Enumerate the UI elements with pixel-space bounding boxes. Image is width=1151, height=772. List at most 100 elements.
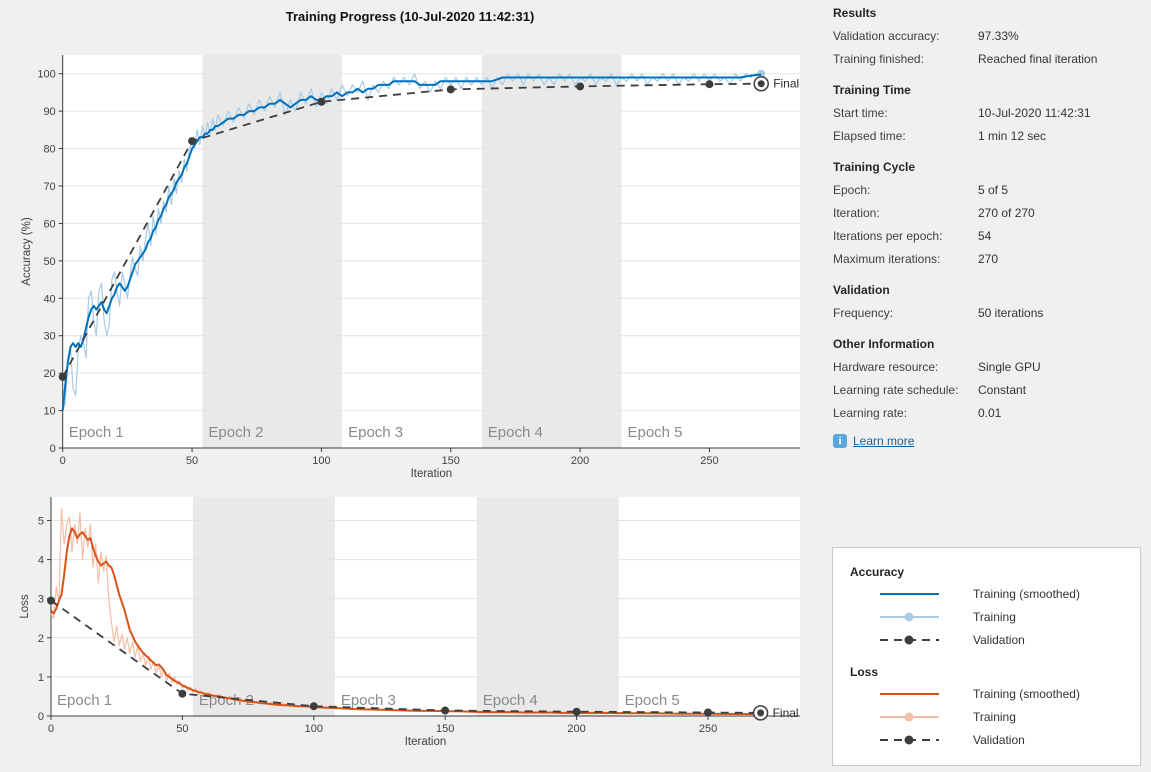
- y-tick-label: 0: [38, 711, 44, 723]
- info-label: Validation accuracy:: [833, 29, 940, 43]
- final-label: Final: [773, 77, 799, 91]
- x-axis-title: Iteration: [405, 736, 447, 748]
- epoch-label: Epoch 3: [348, 424, 403, 441]
- validation-marker: [572, 707, 581, 716]
- y-tick-label: 0: [50, 443, 56, 455]
- panel-section: Training Time Start time: 10-Jul-2020 11:4…: [833, 79, 1151, 148]
- info-label: Learning rate schedule:: [833, 383, 959, 397]
- epoch-label: Epoch 1: [57, 692, 112, 709]
- info-row: Learning rate schedule: Constant: [833, 379, 1151, 402]
- validation-marker: [47, 596, 55, 605]
- info-value: 270: [978, 252, 999, 266]
- info-row: Maximum iterations: 270: [833, 248, 1151, 271]
- info-row: Training finished: Reached final iteratio…: [833, 48, 1151, 71]
- y-axis-title: Loss: [19, 594, 31, 619]
- learn-more-link[interactable]: i Learn more: [833, 434, 1151, 448]
- info-row: Iteration: 270 of 270: [833, 202, 1151, 225]
- info-value: Constant: [978, 383, 1027, 397]
- epoch-label: Epoch 1: [69, 424, 124, 441]
- info-value: 5 of 5: [978, 183, 1009, 197]
- info-value: 97.33%: [978, 29, 1019, 43]
- final-marker-inner: [757, 709, 765, 717]
- epoch-band: [202, 55, 343, 448]
- info-value: 0.01: [978, 406, 1002, 420]
- panel-section: Validation Frequency: 50 iterations: [833, 279, 1151, 325]
- info-value: 50 iterations: [978, 306, 1044, 320]
- y-tick-label: 3: [38, 594, 44, 606]
- section-heading: Results: [833, 6, 877, 20]
- info-row: Start time: 10-Jul-2020 11:42:31: [833, 102, 1151, 125]
- validation-marker: [317, 97, 326, 106]
- info-value: 270 of 270: [978, 206, 1035, 220]
- legend-swatch: [877, 732, 966, 748]
- info-icon: i: [833, 434, 847, 448]
- y-tick-label: 90: [43, 106, 55, 118]
- line-swatch-icon: [880, 692, 939, 695]
- legend-swatch: [877, 686, 966, 702]
- info-label: Learning rate:: [833, 406, 908, 420]
- info-row: Iterations per epoch: 54: [833, 225, 1151, 248]
- legend-item-label: Training: [973, 609, 1016, 624]
- validation-marker: [576, 82, 585, 91]
- training-info-panel: Results Validation accuracy: 97.33% Trainin…: [820, 0, 1151, 448]
- y-tick-label: 10: [43, 406, 55, 418]
- info-value: 54: [978, 229, 992, 243]
- legend-swatch: [877, 586, 966, 602]
- line-swatch-icon: [880, 592, 939, 595]
- accuracy-plot: 0 50 100 150 200 250 0 10 20 30 40 50 60 70 80 90 100 Epo…: [21, 55, 800, 480]
- x-tick-label: 50: [176, 723, 188, 735]
- x-tick-label: 100: [305, 723, 323, 735]
- info-row: Hardware resource: Single GPU: [833, 356, 1151, 379]
- panel-section: Results Validation accuracy: 97.33% Trainin…: [833, 2, 1151, 71]
- validation-marker: [446, 85, 455, 94]
- info-row: Learning rate: 0.01: [833, 402, 1151, 425]
- validation-marker: [58, 372, 67, 381]
- x-tick-label: 200: [567, 723, 585, 735]
- validation-marker: [441, 706, 450, 715]
- info-label: Iteration:: [833, 206, 880, 220]
- info-label: Epoch:: [833, 183, 871, 197]
- y-tick-label: 1: [38, 672, 44, 684]
- x-tick-label: 0: [60, 455, 66, 467]
- y-tick-label: 4: [38, 555, 44, 567]
- legend-item: Training: [850, 705, 1140, 728]
- validation-marker: [705, 80, 714, 89]
- accuracy-series-training-smoothed: [61, 73, 762, 411]
- legend-swatch: [877, 609, 966, 625]
- info-row: Frequency: 50 iterations: [833, 302, 1151, 325]
- legend-item: Validation: [850, 628, 1140, 651]
- x-tick-label: 250: [700, 455, 718, 467]
- y-tick-label: 20: [43, 368, 55, 380]
- epoch-band: [476, 497, 619, 716]
- y-tick-label: 100: [37, 69, 55, 81]
- info-row: Epoch: 5 of 5: [833, 179, 1151, 202]
- info-label: Iterations per epoch:: [833, 229, 943, 243]
- legend-item: Training: [850, 605, 1140, 628]
- legend-group: Loss Training (smoothed) Training Validatio…: [850, 663, 1140, 751]
- legend-group-title: Accuracy: [850, 565, 905, 579]
- validation-marker: [188, 137, 197, 146]
- info-value: 1 min 12 sec: [978, 129, 1047, 143]
- info-value: 10-Jul-2020 11:42:31: [978, 106, 1091, 120]
- x-tick-label: 150: [442, 455, 460, 467]
- info-label: Elapsed time:: [833, 129, 906, 143]
- plot-area: [62, 55, 800, 448]
- section-heading: Training Time: [833, 83, 911, 97]
- legend-item-label: Training (smoothed): [973, 586, 1080, 601]
- info-row: Validation accuracy: 97.33%: [833, 25, 1151, 48]
- final-label: Final: [773, 706, 799, 720]
- epoch-label: Epoch 3: [341, 692, 396, 709]
- x-tick-label: 200: [571, 455, 589, 467]
- info-label: Training finished:: [833, 52, 924, 66]
- y-tick-label: 2: [38, 633, 44, 645]
- y-tick-label: 50: [43, 256, 55, 268]
- section-heading: Training Cycle: [833, 160, 916, 174]
- validation-marker: [178, 689, 187, 698]
- epoch-label: Epoch 4: [483, 692, 538, 709]
- line-swatch-icon: [880, 712, 939, 721]
- y-axis-title: Accuracy (%): [21, 217, 33, 286]
- y-tick-label: 70: [43, 181, 55, 193]
- x-tick-label: 50: [186, 455, 198, 467]
- legend-swatch: [877, 709, 966, 725]
